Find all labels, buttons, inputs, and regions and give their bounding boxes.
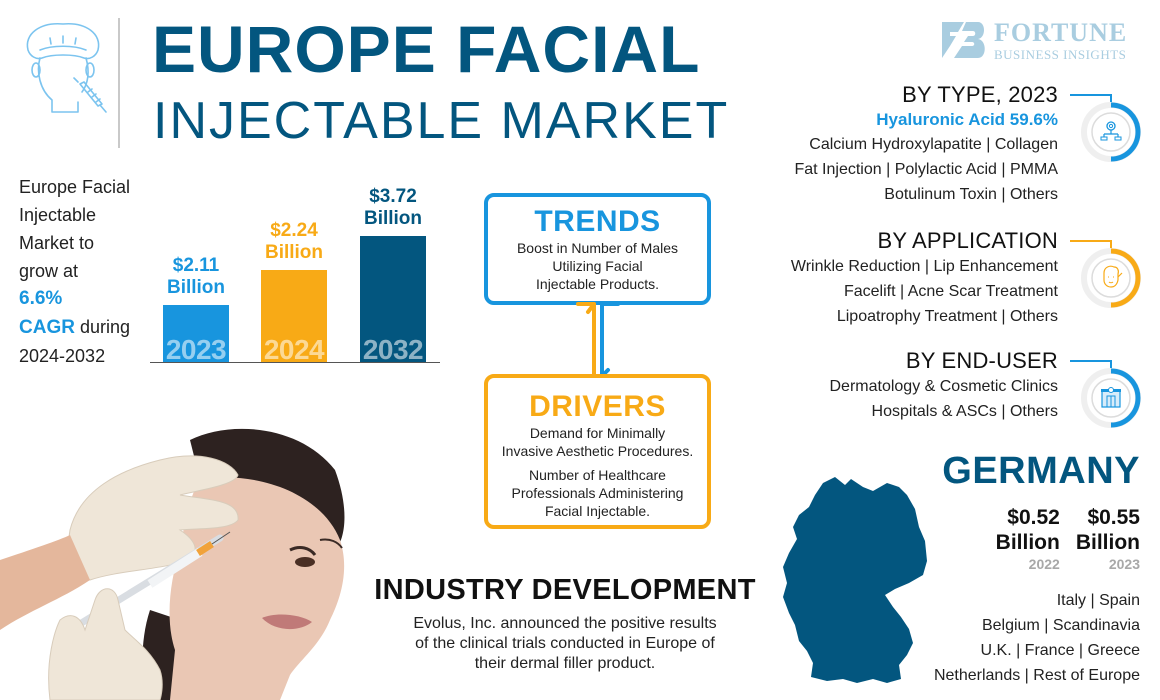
- germany-year: 2022: [1028, 556, 1060, 572]
- bar-unit: Billion: [363, 208, 423, 229]
- segment-line: Lipoatrophy Treatment | Others: [836, 308, 1058, 325]
- bar-value-label: $2.24 Billion: [251, 220, 337, 264]
- bar-unit: Billion: [264, 242, 324, 263]
- industry-line: their dermal filler product.: [474, 655, 656, 672]
- segment-line: Botulinum Toxin | Others: [884, 186, 1058, 203]
- trends-box: TRENDS Boost in Number of Males Utilizin…: [484, 193, 711, 305]
- bar-amount: $3.72: [369, 186, 417, 207]
- segment-title: BY END-USER: [905, 348, 1058, 373]
- summary-line: Europe Facial: [19, 177, 131, 197]
- driver-line: Demand for Minimally: [529, 425, 666, 441]
- industry-development-title: INDUSTRY DEVELOPMENT: [374, 574, 756, 606]
- gear-network-icon: [1081, 102, 1141, 162]
- market-growth-summary: Europe Facial Injectable Market to grow …: [19, 173, 149, 370]
- germany-unit: Billion: [995, 531, 1060, 554]
- cagr-during: during: [74, 317, 130, 337]
- summary-line: Injectable: [19, 205, 97, 225]
- cagr-label-line: CAGR during: [19, 313, 149, 342]
- application-leader-line: [1070, 240, 1112, 242]
- drivers-body: Demand for Minimally Invasive Aesthetic …: [488, 424, 707, 520]
- trends-drivers-connector: [576, 302, 624, 378]
- trends-title: TRENDS: [534, 205, 661, 238]
- bar-value-label: $3.72 Billion: [350, 186, 436, 230]
- cagr-label: CAGR: [19, 317, 75, 338]
- cagr-period: 2024-2032: [19, 346, 106, 366]
- countries-line: Belgium | Scandinavia: [981, 617, 1140, 634]
- germany-amount: $0.52: [1007, 506, 1060, 529]
- logo-name: FORTUNE: [994, 17, 1128, 47]
- clinic-building-icon: [1081, 368, 1141, 428]
- germany-value-2022: $0.52 Billion 2022: [996, 505, 1060, 573]
- bar-unit: Billion: [166, 277, 226, 298]
- page-title-line1: EUROPE FACIAL: [152, 12, 701, 86]
- countries-line: U.K. | France | Greece: [980, 642, 1140, 659]
- type-leader-line: [1070, 94, 1112, 96]
- trends-line: Injectable Products.: [536, 276, 659, 292]
- germany-value-2023: $0.55 Billion 2023: [1076, 505, 1140, 573]
- bar-2032: $3.72 Billion 2032: [360, 186, 426, 365]
- segment-by-application: BY APPLICATION Wrinkle Reduction | Lip E…: [791, 228, 1058, 329]
- type-leader-line: [1110, 94, 1112, 106]
- segment-by-type: BY TYPE, 2023 Hyaluronic Acid 59.6% Calc…: [794, 82, 1058, 207]
- bar-value-label: $2.11 Billion: [153, 255, 239, 299]
- drivers-title: DRIVERS: [529, 390, 666, 423]
- logo-tagline: BUSINESS INSIGHTS: [994, 46, 1127, 62]
- facial-injection-photo: [0, 428, 345, 700]
- bar-year: 2023: [165, 334, 227, 365]
- driver-item-1: Demand for Minimally Invasive Aesthetic …: [496, 424, 699, 460]
- market-size-bar-chart: $2.11 Billion 2023 $2.24 Billion 2024 $3…: [148, 175, 440, 365]
- industry-line: of the clinical trials conducted in Euro…: [415, 635, 715, 652]
- germany-unit: Billion: [1075, 531, 1140, 554]
- segment-line: Fat Injection | Polylactic Acid | PMMA: [794, 161, 1058, 178]
- driver-line: Professionals Administering: [511, 485, 684, 501]
- germany-year: 2023: [1108, 556, 1140, 572]
- bar-year: 2024: [263, 334, 325, 365]
- chart-baseline: [150, 362, 440, 363]
- application-leader-line: [1110, 240, 1112, 252]
- bar-2023: $2.11 Billion 2023: [163, 255, 229, 365]
- segment-line: Wrinkle Reduction | Lip Enhancement: [790, 258, 1058, 275]
- driver-line: Number of Healthcare: [529, 467, 666, 483]
- page-title-line2: INJECTABLE MARKET: [153, 92, 730, 150]
- driver-item-2: Number of Healthcare Professionals Admin…: [496, 466, 699, 520]
- end-user-leader-line: [1070, 360, 1112, 362]
- cagr-value: 6.6%: [19, 288, 63, 309]
- driver-line: Facial Injectable.: [544, 503, 651, 519]
- fb-logo-icon: [942, 22, 985, 58]
- industry-line: Evolus, Inc. announced the positive resu…: [413, 615, 717, 632]
- segment-line: Hospitals & ASCs | Others: [871, 403, 1058, 420]
- trends-body: Boost in Number of Males Utilizing Facia…: [488, 239, 707, 293]
- bar-year: 2032: [362, 334, 424, 365]
- segment-title: BY APPLICATION: [877, 228, 1058, 253]
- face-injection-icon: [18, 12, 108, 124]
- germany-title: GERMANY: [942, 450, 1140, 492]
- germany-map: [783, 477, 927, 683]
- end-user-leader-line: [1110, 360, 1112, 372]
- driver-line: Invasive Aesthetic Procedures.: [501, 443, 694, 459]
- header-divider: [118, 18, 120, 148]
- bar-amount: $2.11: [172, 255, 220, 276]
- segment-title: BY TYPE, 2023: [902, 82, 1058, 107]
- trends-line: Utilizing Facial: [552, 258, 643, 274]
- segment-line: Dermatology & Cosmetic Clinics: [829, 378, 1058, 395]
- bar-2024: $2.24 Billion 2024: [261, 220, 327, 365]
- germany-values: $0.52 Billion 2022 $0.55 Billion 2023: [996, 505, 1140, 573]
- segment-highlight: Hyaluronic Acid 59.6%: [876, 110, 1058, 129]
- segment-line: Facelift | Acne Scar Treatment: [843, 283, 1058, 300]
- industry-development-body: Evolus, Inc. announced the positive resu…: [370, 614, 760, 674]
- summary-line: grow at: [19, 261, 79, 281]
- countries-list: Italy | Spain Belgium | Scandinavia U.K.…: [934, 588, 1140, 688]
- segment-by-end-user: BY END-USER Dermatology & Cosmetic Clini…: [829, 348, 1058, 424]
- trends-line: Boost in Number of Males: [516, 240, 679, 256]
- face-treatment-icon: [1081, 248, 1141, 308]
- segment-line: Calcium Hydroxylapatite | Collagen: [809, 136, 1058, 153]
- bar-amount: $2.24: [270, 220, 318, 241]
- fortune-business-insights-logo: FORTUNE BUSINESS INSIGHTS: [940, 18, 1145, 62]
- countries-line: Italy | Spain: [1056, 592, 1140, 609]
- summary-line: Market to: [19, 233, 95, 253]
- germany-amount: $0.55: [1087, 506, 1140, 529]
- countries-line: Netherlands | Rest of Europe: [933, 667, 1140, 684]
- drivers-box: DRIVERS Demand for Minimally Invasive Ae…: [484, 374, 711, 529]
